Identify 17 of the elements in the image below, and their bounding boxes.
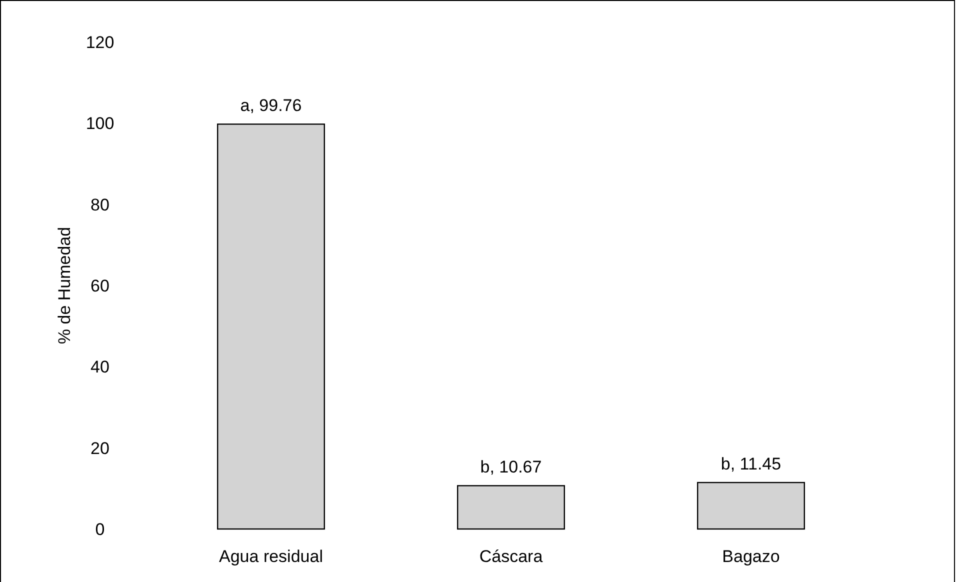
x-tick-label: Cáscara — [479, 547, 544, 566]
y-tick-label: 0 — [95, 520, 105, 539]
y-tick-label: 120 — [86, 32, 114, 52]
data-label: b, 11.45 — [720, 454, 782, 474]
y-tick-label: 40 — [90, 358, 110, 377]
y-tick-label: 60 — [90, 276, 110, 296]
bar — [457, 485, 565, 530]
x-tick-label: Bagazo — [722, 547, 780, 566]
y-tick-label: 100 — [86, 114, 114, 134]
bar — [697, 482, 805, 530]
bar — [217, 124, 325, 530]
data-label: b, 10.67 — [480, 458, 542, 477]
y-tick-label: 80 — [90, 195, 110, 214]
y-axis-title: % de Humedad — [55, 226, 74, 344]
x-tick-label: Agua residual — [219, 547, 323, 566]
data-label: a, 99.76 — [240, 96, 302, 116]
y-tick-label: 20 — [90, 438, 110, 458]
